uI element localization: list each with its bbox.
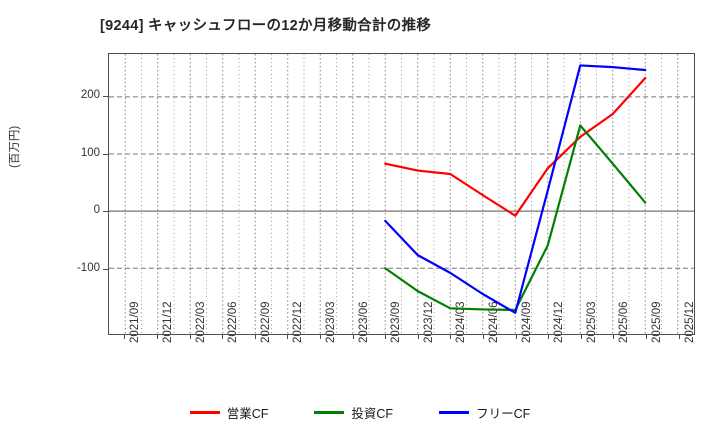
x-axis-tick-mark — [417, 335, 419, 339]
legend-label: 投資CF — [351, 407, 394, 421]
vertical-gridlines — [124, 54, 679, 334]
plot-area — [108, 53, 695, 335]
series-line — [384, 76, 647, 217]
x-axis-tick-mark — [189, 335, 191, 339]
legend-item[interactable]: フリーCF — [439, 403, 530, 422]
y-axis-unit-label: (百万円) — [9, 125, 21, 168]
y-axis-tick-label: 0 — [93, 204, 100, 217]
x-axis-tick-mark — [222, 335, 224, 339]
legend-label: 営業CF — [226, 407, 269, 421]
y-axis-tick-label: -100 — [76, 261, 100, 274]
y-axis-tick-mark — [103, 211, 108, 213]
legend-item[interactable]: 投資CF — [314, 403, 393, 422]
legend-color-swatch — [189, 411, 220, 414]
legend-item[interactable]: 営業CF — [189, 403, 269, 422]
series-line — [384, 64, 647, 314]
x-axis-tick-mark — [515, 335, 517, 339]
y-axis-tick-mark — [103, 96, 108, 98]
chart-legend: 営業CF 投資CF フリーCF — [0, 403, 720, 422]
chart-canvas — [109, 54, 694, 334]
x-axis-tick-mark — [124, 335, 126, 339]
y-axis-tick-mark — [103, 268, 108, 270]
x-axis-tick-mark — [580, 335, 582, 339]
series-lines — [384, 64, 647, 314]
x-axis-tick-mark — [385, 335, 387, 339]
y-axis-tick-label: 100 — [80, 146, 100, 159]
page-title: [9244] キャッシュフローの12か月移動合計の推移 — [100, 18, 432, 34]
x-axis-tick-mark — [254, 335, 256, 339]
x-axis-tick-mark — [156, 335, 158, 339]
x-axis-tick-mark — [613, 335, 615, 339]
legend-color-swatch — [314, 411, 345, 414]
x-axis-tick-mark — [646, 335, 648, 339]
x-axis-tick-mark — [319, 335, 321, 339]
y-axis-tick-label: 200 — [80, 89, 100, 102]
y-axis-tick-mark — [103, 153, 108, 155]
legend-label: フリーCF — [476, 407, 531, 421]
x-axis-tick-mark — [678, 335, 680, 339]
legend-color-swatch — [439, 411, 470, 414]
horizontal-gridlines — [109, 96, 694, 269]
x-axis-tick-mark — [287, 335, 289, 339]
x-axis-tick-mark — [352, 335, 354, 339]
x-axis-tick-mark — [450, 335, 452, 339]
x-axis-tick-mark — [483, 335, 485, 339]
x-axis-tick-mark — [548, 335, 550, 339]
